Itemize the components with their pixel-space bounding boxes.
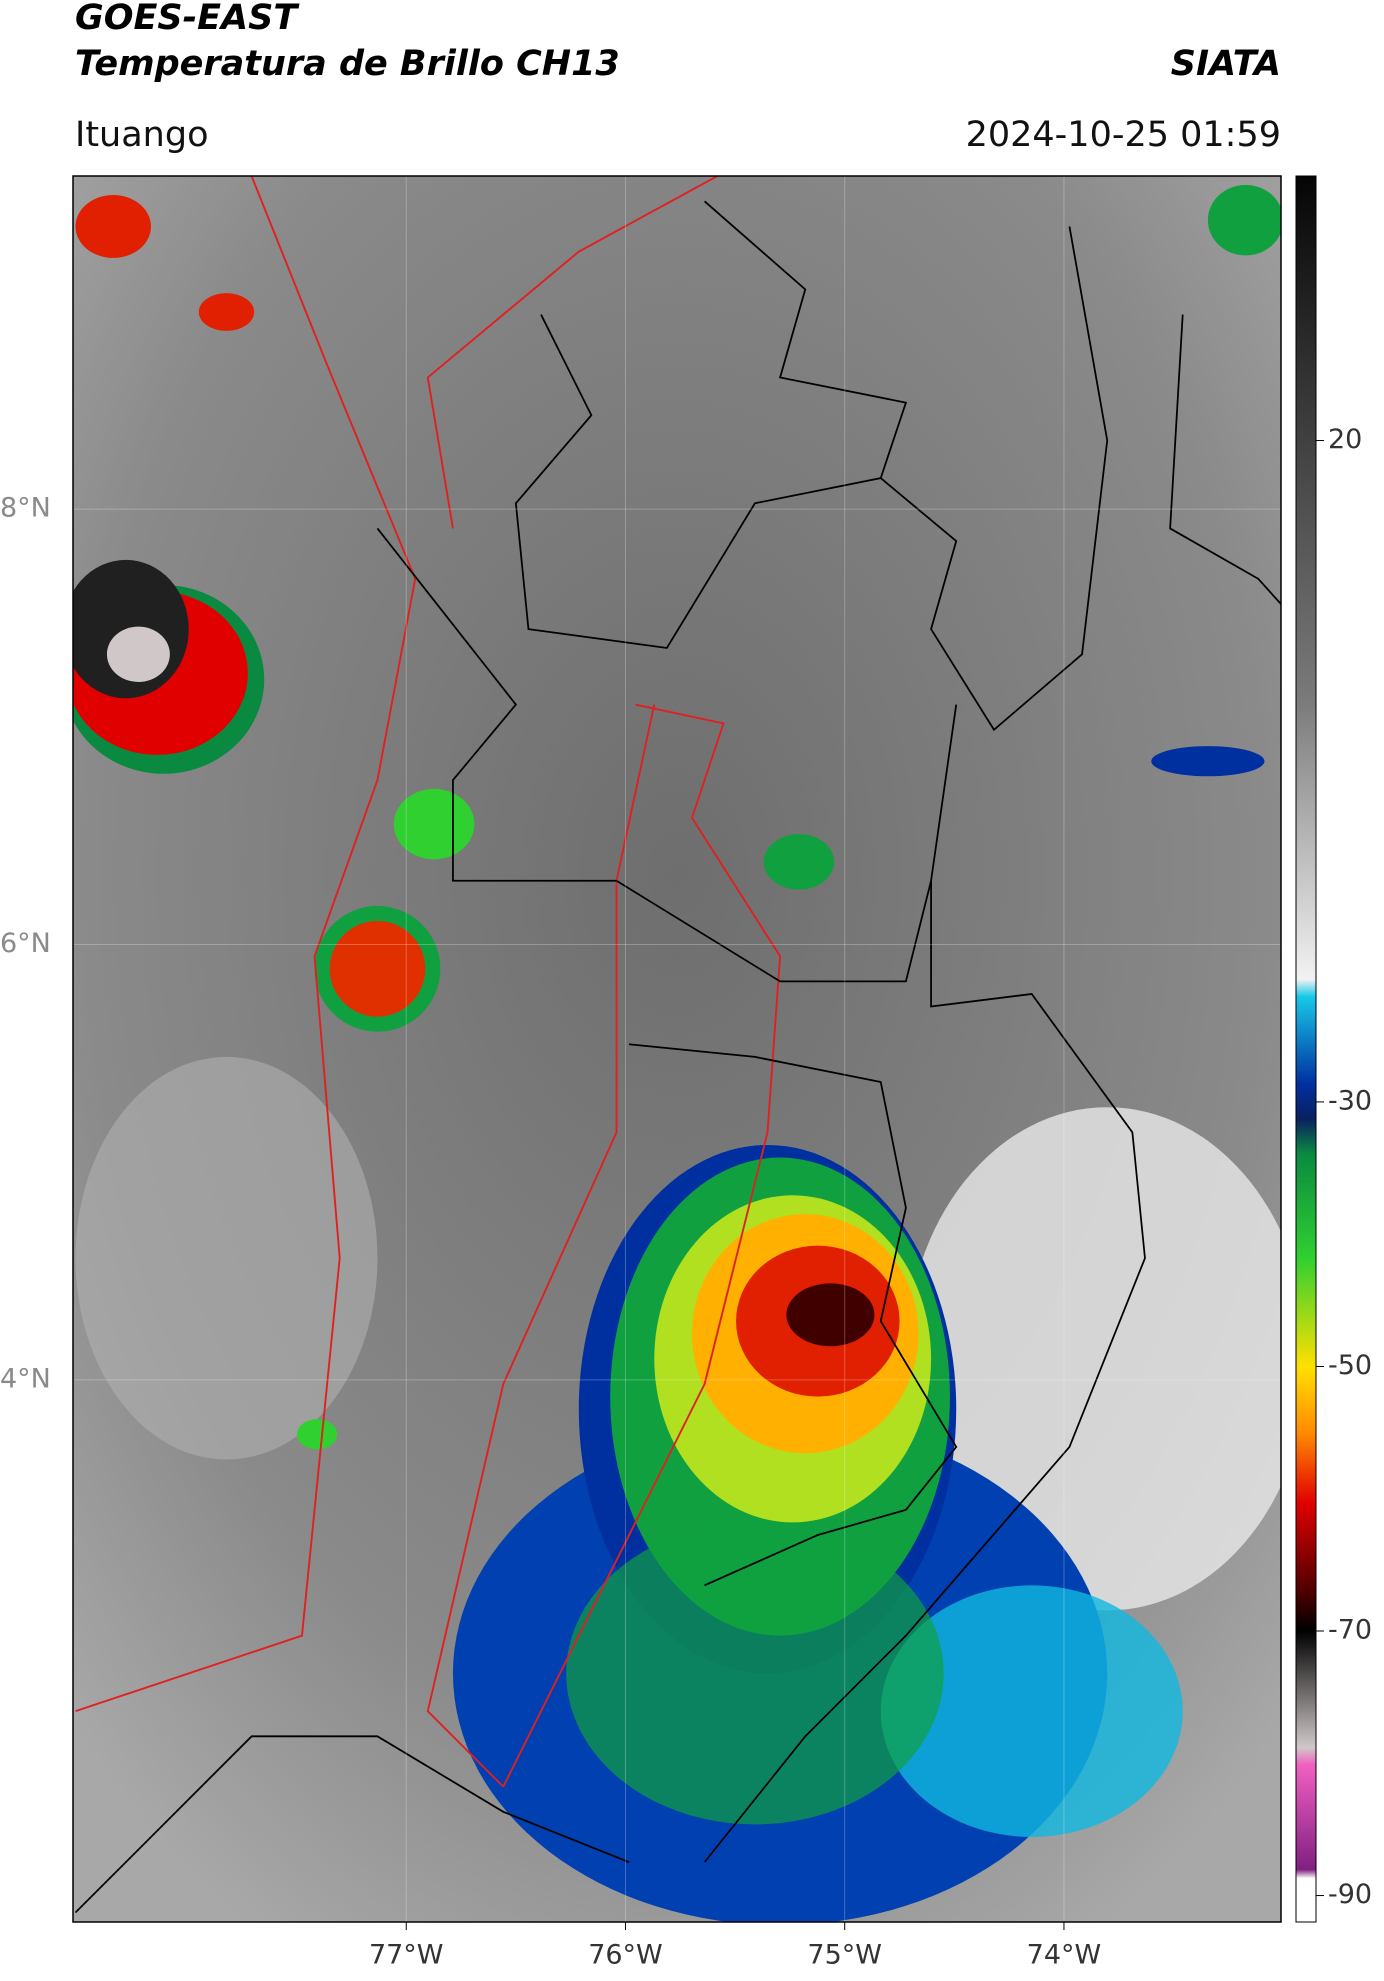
colorbar-tick-label: -70: [1328, 1615, 1372, 1646]
brand: SIATA: [1171, 44, 1281, 84]
subtitle: Temperatura de Brillo CH13: [75, 44, 620, 84]
colorbar-tick-label: -50: [1328, 1350, 1372, 1381]
graticule: [73, 176, 1281, 1922]
satellite-image: [73, 176, 1281, 1922]
title: GOES-EAST: [75, 0, 300, 38]
colorbar: [1295, 175, 1317, 1923]
map-frame: [72, 175, 1282, 1923]
location: Ituango: [75, 115, 209, 155]
colorbar-tick-label: 20: [1328, 424, 1362, 455]
x-tick-label: 76°W: [588, 1940, 663, 1971]
colorbar-tick-label: -90: [1328, 1879, 1372, 1910]
x-tick-label: 75°W: [807, 1940, 882, 1971]
x-tick-label: 74°W: [1027, 1940, 1102, 1971]
datetime: 2024-10-25 01:59: [966, 115, 1281, 155]
y-tick-label: 6°N: [0, 928, 51, 959]
colorbar-tick-label: -30: [1328, 1085, 1372, 1116]
x-tick-label: 77°W: [369, 1940, 444, 1971]
y-tick-label: 4°N: [0, 1363, 51, 1394]
y-tick-label: 8°N: [0, 493, 51, 524]
